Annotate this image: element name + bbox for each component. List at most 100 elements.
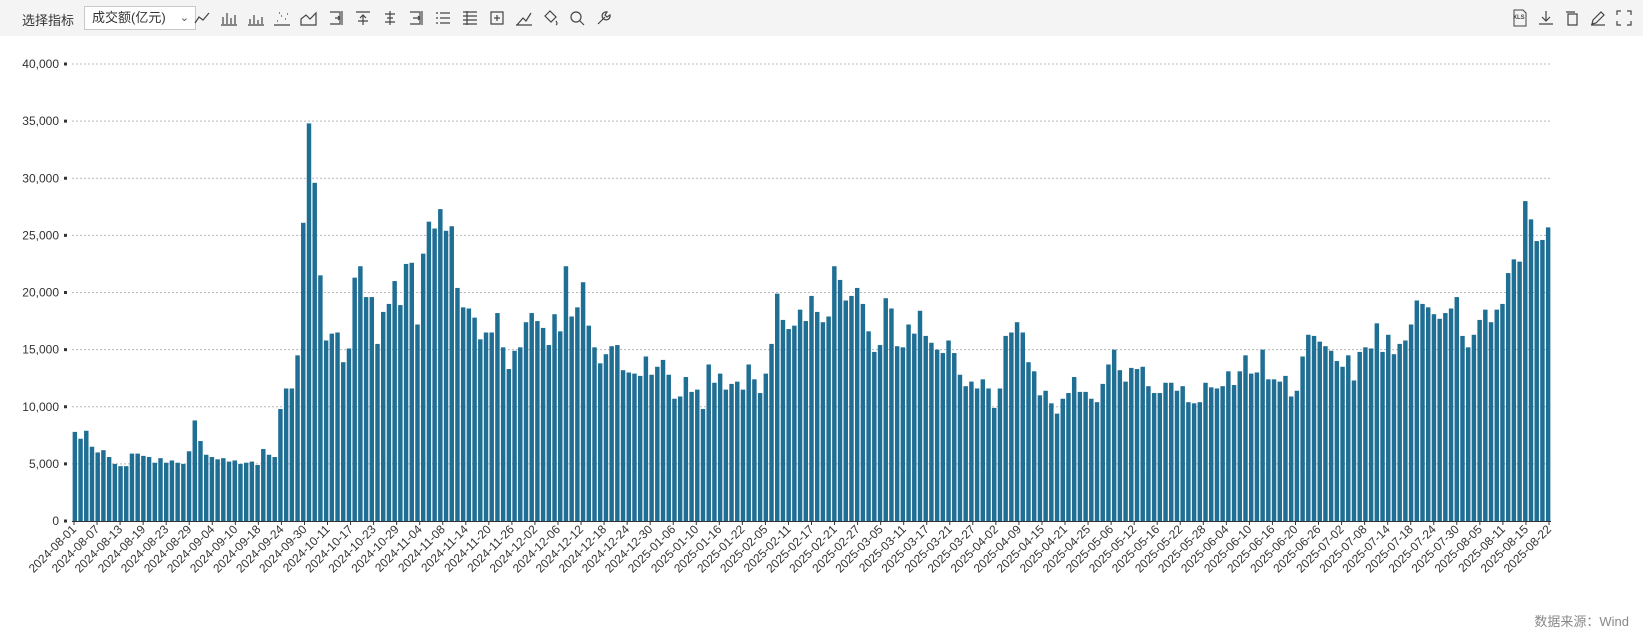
bar [523,322,529,521]
bar [997,388,1003,521]
bar [786,329,791,521]
bar [797,309,803,521]
list-icon[interactable] [434,9,452,27]
add-box-icon[interactable] [488,9,506,27]
bar [894,346,900,521]
bar [1197,402,1203,521]
bar [169,460,175,521]
bar [660,359,666,521]
bar [329,333,335,521]
bar [1374,323,1380,521]
bar [1425,307,1431,521]
bar [1346,355,1351,521]
scatter-icon[interactable] [273,9,291,27]
bar [1380,351,1385,521]
align-center-icon[interactable] [381,9,399,27]
bar [1460,335,1465,521]
bar [89,446,95,521]
bar [232,460,237,521]
trend-icon[interactable] [515,9,533,27]
bar [186,451,192,521]
bar [929,342,934,521]
fill-bucket-icon[interactable] [541,9,559,27]
bar [1031,371,1037,521]
wrench-icon[interactable] [595,9,613,27]
bar [1037,395,1043,521]
bar [558,331,563,521]
bar [934,349,940,521]
bar [672,398,677,521]
bar [849,295,854,521]
bar [1403,340,1408,521]
bar [1157,393,1163,521]
dot-bar-icon[interactable] [247,9,265,27]
copy-icon[interactable] [1563,9,1581,27]
list-detail-icon[interactable] [461,9,479,27]
align-end-icon[interactable] [407,9,425,27]
bar [655,366,660,521]
bar [1494,309,1499,521]
bar [746,364,751,521]
y-tick-label: 10,000 [22,400,59,414]
line-chart-icon[interactable] [193,9,211,27]
align-right-icon[interactable] [327,9,345,27]
bar [1174,390,1180,521]
bar [1431,314,1437,521]
bar [392,281,397,521]
y-tick-mark [64,405,67,409]
edit-icon[interactable] [1589,9,1607,27]
bar [643,356,649,521]
y-tick-label: 20,000 [22,286,59,300]
bar [398,305,403,521]
bar [380,311,386,521]
bar [969,381,974,521]
bar [837,279,843,521]
bar [301,222,306,521]
bar [1186,402,1191,521]
y-tick-label: 30,000 [22,171,59,185]
bar [683,377,689,521]
bar [1477,319,1482,521]
bar [689,391,694,521]
bar [814,311,820,521]
bar [426,221,432,522]
bar [917,310,923,521]
indicator-select[interactable]: 成交额(亿元) ⌄ [84,6,196,30]
bar [1060,398,1065,521]
bar [346,348,352,521]
bar [752,379,757,521]
bar [1003,335,1008,521]
y-tick-mark [64,291,67,294]
bar [1140,366,1145,521]
bar [957,374,963,521]
bar [597,363,603,521]
area-chart-icon[interactable] [300,9,318,27]
bar [1454,297,1460,521]
bar [1026,362,1031,521]
fullscreen-icon[interactable] [1615,9,1633,27]
bar [1277,381,1282,521]
bar [1443,313,1448,521]
bar [1083,391,1088,521]
bar [415,324,420,521]
bar [1517,261,1522,521]
bar [1248,373,1254,521]
align-top-icon[interactable] [354,9,372,27]
bar [1386,334,1391,521]
bar [563,266,569,521]
bar [860,303,866,521]
bar [146,457,152,521]
zoom-icon[interactable] [568,9,586,27]
bar [112,463,118,521]
bar [552,314,557,521]
toolbar: 选择指标 成交额(亿元) ⌄ XLS [0,0,1643,36]
bar [249,461,255,521]
bar [900,347,906,521]
bar [575,307,580,521]
bar-chart-icon[interactable] [220,9,238,27]
download-icon[interactable] [1537,9,1555,27]
bar [1317,341,1322,521]
bar [238,463,243,521]
xls-export-icon[interactable]: XLS [1511,9,1529,27]
bar [101,450,106,521]
